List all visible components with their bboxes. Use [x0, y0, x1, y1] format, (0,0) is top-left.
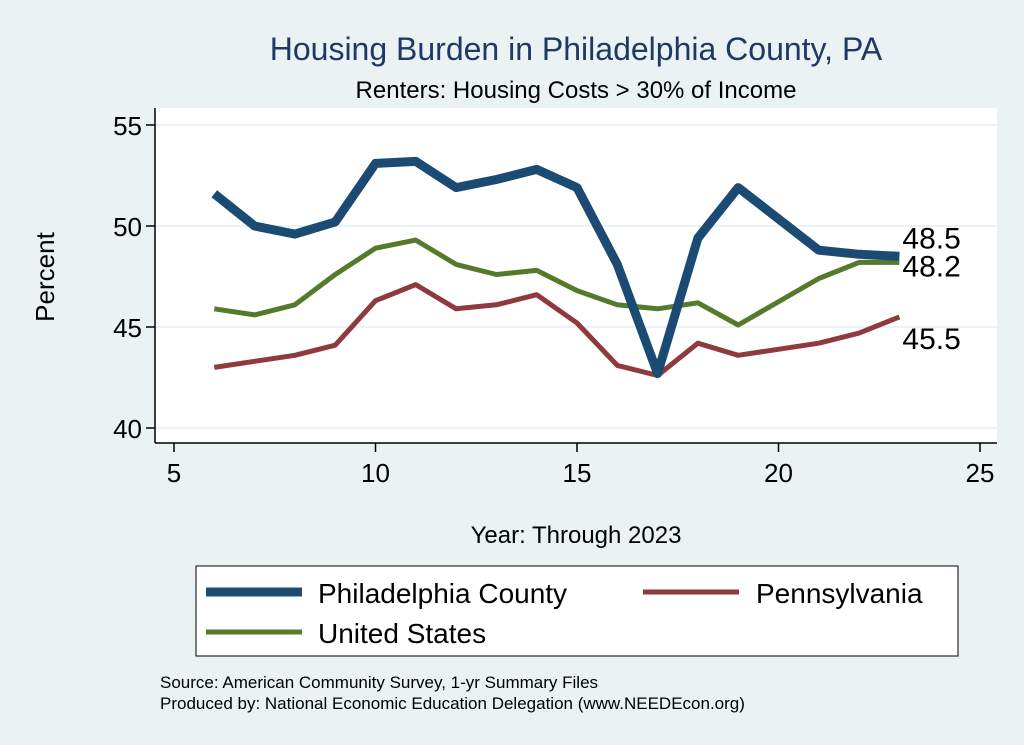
x-tick-label: 20 [764, 458, 793, 488]
legend-box [195, 565, 959, 657]
end-label-pennsylvania: 45.5 [902, 323, 960, 356]
plot-area [155, 108, 997, 443]
legend-label-philadelphia-county: Philadelphia County [318, 578, 567, 609]
y-tick-label: 45 [113, 313, 142, 343]
legend-label-united-states: United States [318, 618, 486, 649]
y-tick-label: 55 [113, 111, 142, 141]
end-label-united-states: 48.2 [902, 250, 960, 283]
y-tick-label: 40 [113, 414, 142, 444]
series-line-pennsylvania [213, 282, 901, 378]
x-tick-label: 15 [563, 458, 592, 488]
footer-produced-by: Produced by: National Economic Education… [160, 694, 745, 713]
x-axis-label: Year: Through 2023 [471, 522, 682, 549]
y-axis-label: Percent [30, 231, 60, 321]
legend: Philadelphia County Pennsylvania United St… [195, 565, 959, 657]
end-labels: 48.5 45.5 48.2 [902, 222, 960, 356]
x-tick-label: 5 [167, 458, 181, 488]
y-tick-label: 50 [113, 212, 142, 242]
chart-subtitle: Renters: Housing Costs > 30% of Income [356, 77, 797, 104]
gridlines [155, 124, 997, 429]
x-tick-label: 25 [966, 458, 995, 488]
series-lines [211, 156, 901, 378]
series-line-philadelphia-county [211, 156, 900, 378]
chart-title: Housing Burden in Philadelphia County, P… [270, 31, 883, 67]
footer-source: Source: American Community Survey, 1-yr … [160, 673, 598, 692]
legend-label-pennsylvania: Pennsylvania [756, 578, 923, 609]
end-label-philadelphia-county: 48.5 [902, 222, 960, 255]
x-tick-label: 10 [361, 458, 390, 488]
series-line-united-states [213, 237, 900, 328]
